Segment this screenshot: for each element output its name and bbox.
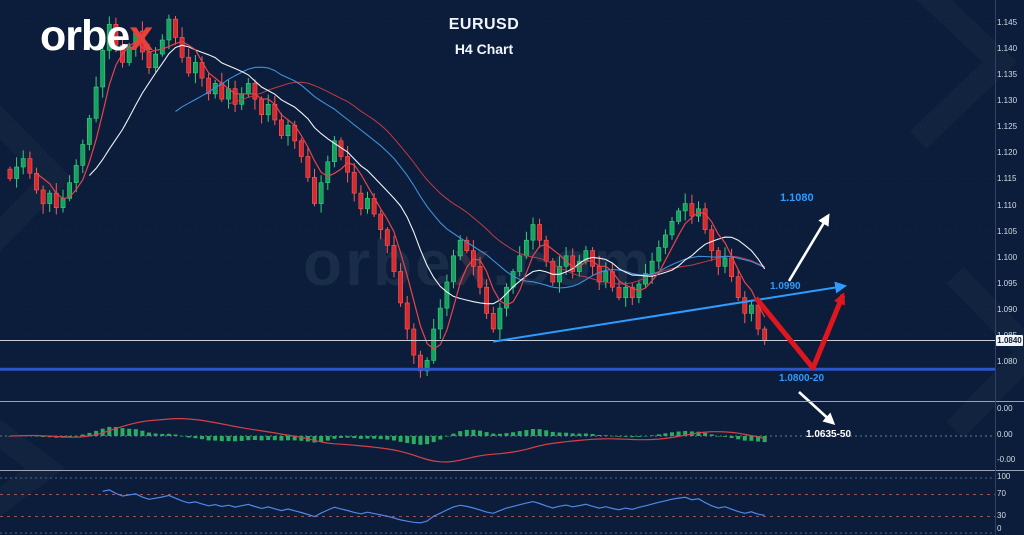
macd-histogram bbox=[8, 426, 767, 445]
axis-label: 1.130 bbox=[997, 96, 1018, 105]
axis-label: 70 bbox=[997, 489, 1006, 498]
support-zone-label: 1.0800-20 bbox=[779, 373, 825, 384]
price-axis: 1.145 1.140 1.135 1.130 1.125 1.120 1.115 1.110… bbox=[996, 0, 1024, 535]
decorative-chevrons bbox=[0, 0, 1024, 520]
upside-arrow bbox=[787, 213, 830, 282]
upper-target-label: 1.1080 bbox=[780, 192, 814, 204]
axis-label: 0.00 bbox=[997, 430, 1013, 439]
logo-x-icon: x bbox=[129, 12, 153, 60]
breakout-level-label: 1.0990 bbox=[770, 281, 801, 292]
axis-label: 0.00 bbox=[997, 404, 1013, 413]
axis-label: 1.090 bbox=[997, 305, 1018, 314]
downside-arrow bbox=[798, 391, 836, 426]
timeframe-subtitle: H4 Chart bbox=[454, 41, 514, 57]
ma-blue bbox=[175, 66, 765, 289]
axis-label: 1.080 bbox=[997, 357, 1018, 366]
axis-label: 0 bbox=[997, 524, 1002, 533]
current-price-badge: 1.0840 bbox=[996, 335, 1023, 346]
axis-label: 1.135 bbox=[997, 70, 1018, 79]
axis-label: 1.115 bbox=[997, 174, 1017, 183]
moving-averages bbox=[36, 40, 766, 350]
axis-label: 30 bbox=[997, 511, 1006, 520]
axis-label: 100 bbox=[997, 472, 1011, 481]
ma-white bbox=[88, 44, 766, 305]
candlesticks bbox=[7, 14, 768, 378]
orbex-logo: orbex bbox=[40, 12, 153, 61]
macd-signal-line bbox=[9, 418, 765, 463]
axis-label: 1.100 bbox=[997, 253, 1018, 262]
rsi-line bbox=[102, 489, 765, 524]
axis-label: 1.145 bbox=[997, 18, 1018, 27]
scenario-arrows bbox=[754, 213, 846, 426]
axis-label: 1.105 bbox=[997, 227, 1018, 236]
gridlines bbox=[0, 21, 995, 362]
ascending-trendline bbox=[493, 281, 848, 343]
axis-label: 1.095 bbox=[997, 279, 1018, 288]
axis-label: 1.125 bbox=[997, 122, 1018, 131]
symbol-title: EURUSD bbox=[448, 16, 520, 33]
axis-label: 1.120 bbox=[997, 148, 1018, 157]
ma-fast-red bbox=[36, 40, 766, 350]
axis-label: -0.00 bbox=[997, 455, 1016, 464]
chart-title: EURUSD H4 Chart bbox=[384, 16, 584, 57]
pullback-arrow bbox=[754, 292, 846, 371]
axis-label: 1.140 bbox=[997, 44, 1018, 53]
logo-text: orbe bbox=[40, 12, 130, 60]
ma-slow-red bbox=[228, 81, 765, 285]
axis-label: 1.110 bbox=[997, 201, 1017, 210]
lower-target-label: 1.0635-50 bbox=[806, 429, 852, 440]
